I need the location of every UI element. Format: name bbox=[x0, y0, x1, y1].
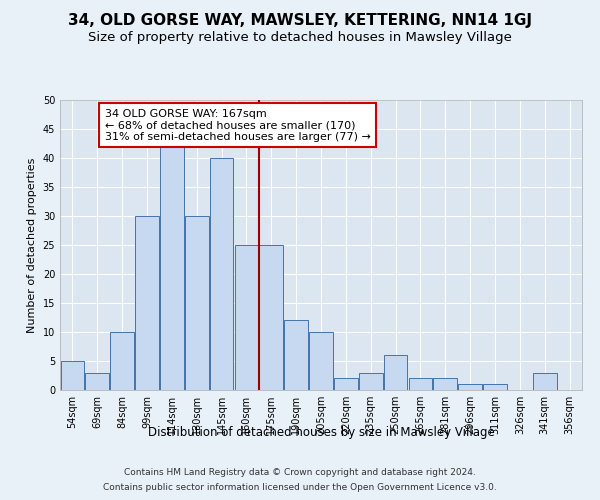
Text: Size of property relative to detached houses in Mawsley Village: Size of property relative to detached ho… bbox=[88, 31, 512, 44]
Bar bbox=[61, 361, 84, 390]
Bar bbox=[135, 216, 159, 390]
Bar bbox=[409, 378, 432, 390]
Bar bbox=[284, 320, 308, 390]
Bar bbox=[160, 146, 184, 390]
Bar bbox=[533, 372, 557, 390]
Text: Distribution of detached houses by size in Mawsley Village: Distribution of detached houses by size … bbox=[148, 426, 494, 439]
Bar bbox=[334, 378, 358, 390]
Bar bbox=[359, 372, 383, 390]
Bar bbox=[458, 384, 482, 390]
Bar bbox=[483, 384, 507, 390]
Bar bbox=[235, 245, 258, 390]
Text: 34, OLD GORSE WAY, MAWSLEY, KETTERING, NN14 1GJ: 34, OLD GORSE WAY, MAWSLEY, KETTERING, N… bbox=[68, 12, 532, 28]
Bar bbox=[210, 158, 233, 390]
Text: 34 OLD GORSE WAY: 167sqm
← 68% of detached houses are smaller (170)
31% of semi-: 34 OLD GORSE WAY: 167sqm ← 68% of detach… bbox=[105, 108, 371, 142]
Y-axis label: Number of detached properties: Number of detached properties bbox=[27, 158, 37, 332]
Text: Contains public sector information licensed under the Open Government Licence v3: Contains public sector information licen… bbox=[103, 483, 497, 492]
Bar bbox=[309, 332, 333, 390]
Bar bbox=[185, 216, 209, 390]
Bar bbox=[384, 355, 407, 390]
Bar bbox=[110, 332, 134, 390]
Bar bbox=[85, 372, 109, 390]
Text: Contains HM Land Registry data © Crown copyright and database right 2024.: Contains HM Land Registry data © Crown c… bbox=[124, 468, 476, 477]
Bar bbox=[433, 378, 457, 390]
Bar bbox=[259, 245, 283, 390]
